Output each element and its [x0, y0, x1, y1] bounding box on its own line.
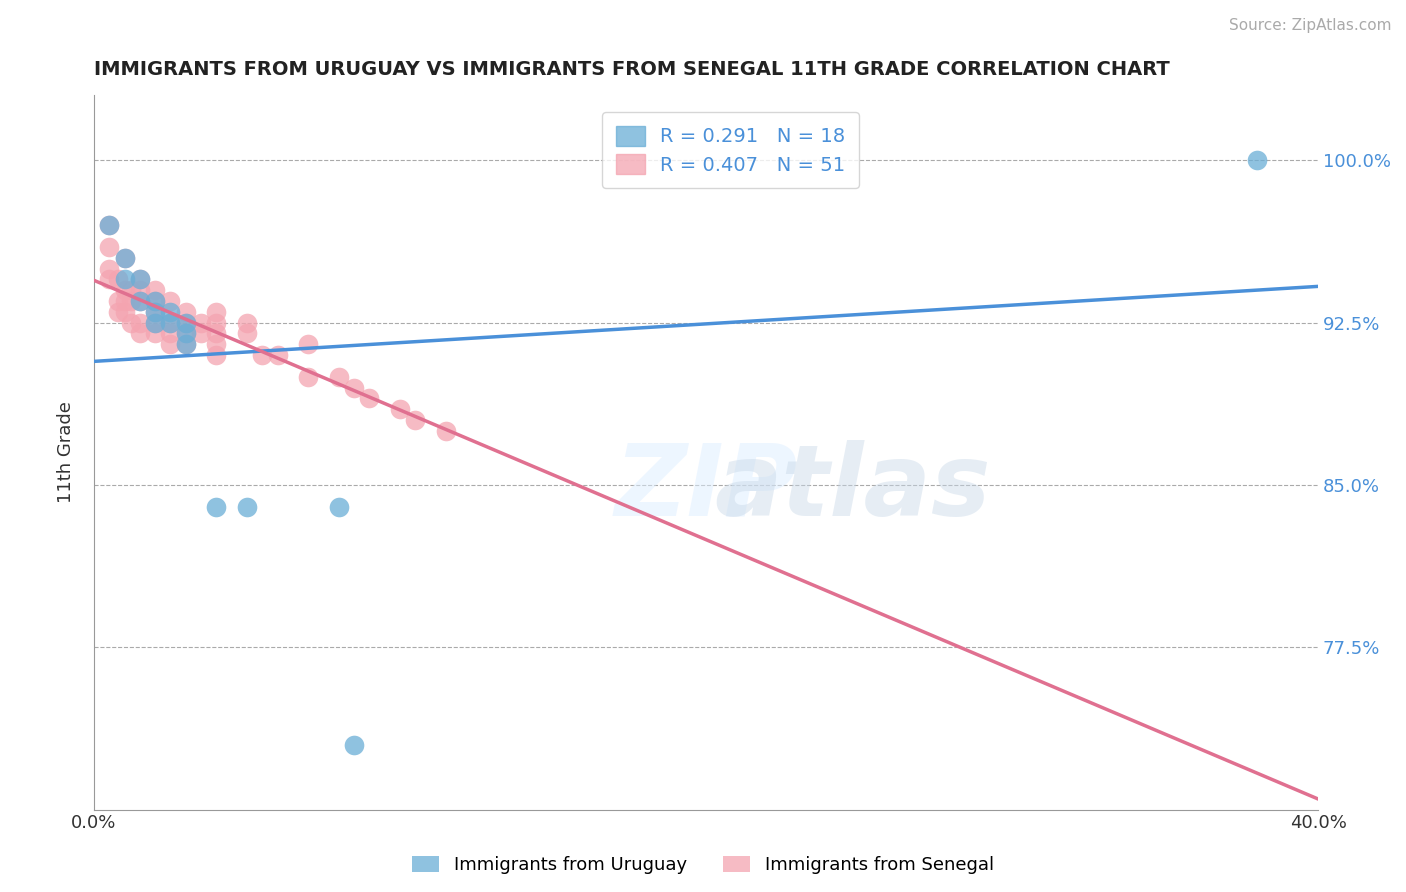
Point	[359, 392, 381, 406]
Point	[174, 326, 197, 341]
Point	[114, 305, 136, 319]
Text: IMMIGRANTS FROM URUGUAY VS IMMIGRANTS FROM SENEGAL 11TH GRADE CORRELATION CHART: IMMIGRANTS FROM URUGUAY VS IMMIGRANTS FR…	[94, 60, 1170, 78]
Point	[205, 305, 228, 319]
Legend: Immigrants from Uruguay, Immigrants from Senegal: Immigrants from Uruguay, Immigrants from…	[404, 847, 1002, 883]
Point	[98, 219, 121, 233]
Point	[120, 316, 142, 330]
Point	[205, 316, 228, 330]
Point	[236, 316, 259, 330]
Point	[1246, 153, 1268, 168]
Point	[205, 337, 228, 351]
Point	[120, 293, 142, 308]
Point	[236, 500, 259, 514]
Point	[98, 240, 121, 254]
Point	[174, 316, 197, 330]
Point	[174, 326, 197, 341]
Point	[343, 738, 366, 752]
Point	[143, 283, 166, 297]
Point	[343, 380, 366, 394]
Point	[128, 326, 150, 341]
Point	[143, 316, 166, 330]
Point	[159, 337, 181, 351]
Point	[143, 326, 166, 341]
Point	[128, 283, 150, 297]
Text: ZIP: ZIP	[614, 440, 797, 537]
Point	[114, 251, 136, 265]
Point	[114, 283, 136, 297]
Point	[159, 316, 181, 330]
Point	[190, 316, 212, 330]
Point	[98, 219, 121, 233]
Point	[143, 293, 166, 308]
Point	[328, 500, 350, 514]
Point	[128, 272, 150, 286]
Point	[143, 293, 166, 308]
Point	[120, 283, 142, 297]
Point	[174, 337, 197, 351]
Legend: R = 0.291   N = 18, R = 0.407   N = 51: R = 0.291 N = 18, R = 0.407 N = 51	[602, 112, 859, 188]
Text: atlas: atlas	[714, 440, 991, 537]
Point	[98, 272, 121, 286]
Point	[174, 316, 197, 330]
Point	[128, 293, 150, 308]
Point	[190, 326, 212, 341]
Point	[205, 326, 228, 341]
Point	[159, 293, 181, 308]
Point	[128, 272, 150, 286]
Text: Source: ZipAtlas.com: Source: ZipAtlas.com	[1229, 18, 1392, 33]
Point	[205, 348, 228, 362]
Point	[388, 402, 411, 417]
Point	[107, 293, 129, 308]
Point	[328, 369, 350, 384]
Point	[404, 413, 426, 427]
Point	[159, 326, 181, 341]
Point	[98, 261, 121, 276]
Point	[297, 337, 319, 351]
Point	[252, 348, 274, 362]
Point	[107, 272, 129, 286]
Point	[128, 293, 150, 308]
Point	[174, 337, 197, 351]
Point	[159, 305, 181, 319]
Point	[297, 369, 319, 384]
Point	[128, 316, 150, 330]
Point	[434, 424, 457, 438]
Point	[159, 316, 181, 330]
Point	[143, 305, 166, 319]
Y-axis label: 11th Grade: 11th Grade	[58, 401, 75, 503]
Point	[205, 500, 228, 514]
Point	[114, 272, 136, 286]
Point	[236, 326, 259, 341]
Point	[143, 316, 166, 330]
Point	[174, 305, 197, 319]
Point	[107, 305, 129, 319]
Point	[114, 293, 136, 308]
Point	[266, 348, 288, 362]
Point	[114, 251, 136, 265]
Point	[143, 305, 166, 319]
